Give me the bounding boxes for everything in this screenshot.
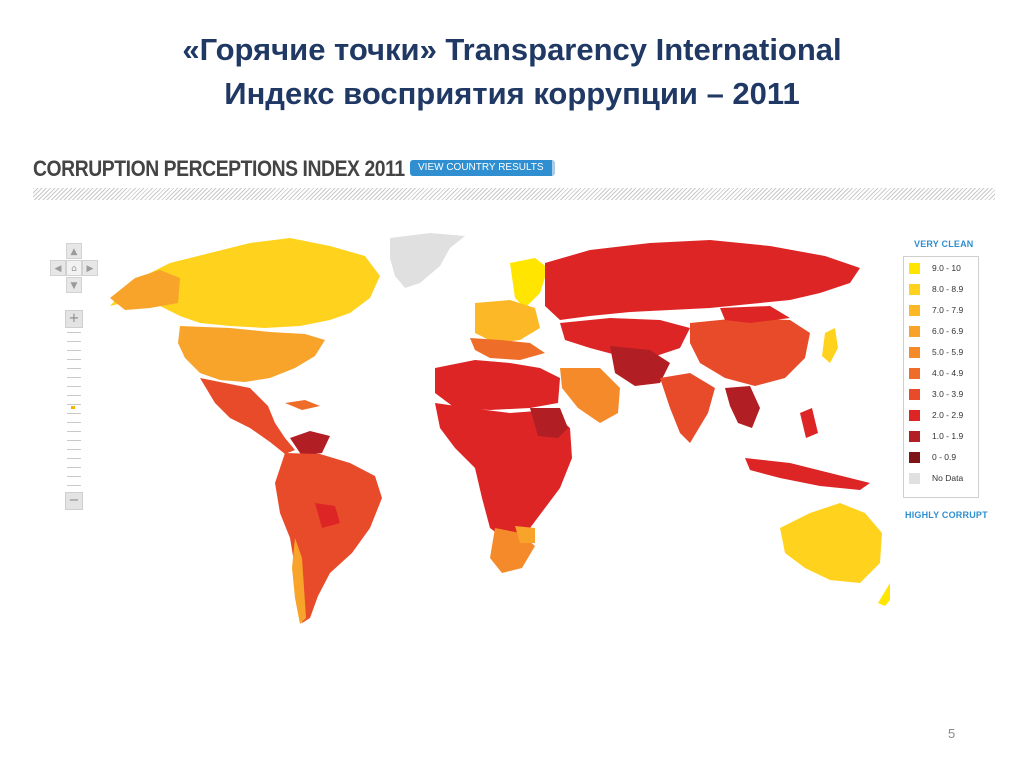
legend-very-clean-label: VERY CLEAN (914, 239, 974, 249)
region-chile[interactable] (292, 538, 306, 624)
legend-item: 3.0 - 3.9 (908, 385, 978, 405)
legend-item: 9.0 - 10 (908, 259, 978, 279)
legend-swatch (909, 305, 920, 316)
legend-swatch (909, 347, 920, 358)
legend-label: 1.0 - 1.9 (932, 431, 964, 441)
zoom-slider[interactable] (67, 332, 81, 494)
legend-label: 8.0 - 8.9 (932, 284, 964, 294)
region-mexico[interactable] (200, 378, 295, 454)
region-philippines[interactable] (800, 408, 818, 438)
region-sudan[interactable] (530, 408, 568, 438)
slide-title-line-1: «Горячие точки» Transparency Internation… (182, 32, 842, 67)
legend-swatch (909, 410, 920, 421)
legend-label: 0 - 0.9 (932, 452, 957, 462)
legend-item: 5.0 - 5.9 (908, 343, 978, 363)
world-map-svg (110, 233, 900, 624)
pan-control: ▲ ◀ ⌂ ▶ ▼ (50, 243, 100, 295)
legend-label: No Data (932, 473, 964, 483)
region-arabia[interactable] (560, 368, 620, 423)
chevron-left-icon[interactable]: ◀ (50, 260, 66, 276)
legend-item: 8.0 - 8.9 (908, 280, 978, 300)
legend-item: 1.0 - 1.9 (908, 427, 978, 447)
legend-item: No Data (908, 469, 978, 489)
legend-swatch (909, 473, 920, 484)
legend-item: 6.0 - 6.9 (908, 322, 978, 342)
region-western-europe[interactable] (475, 300, 540, 343)
minus-icon[interactable]: − (65, 492, 83, 510)
region-botswana[interactable] (515, 526, 535, 543)
region-central-asia[interactable] (560, 318, 690, 358)
view-country-results-button[interactable]: VIEW COUNTRY RESULTS (410, 160, 555, 176)
slide-title: «Горячие точки» Transparency Internation… (0, 28, 1024, 116)
header-divider (33, 188, 995, 200)
legend-label: 6.0 - 6.9 (932, 326, 964, 336)
region-india[interactable] (660, 373, 715, 443)
legend-swatch (909, 263, 920, 274)
legend-swatch (909, 368, 920, 379)
map-header: CORRUPTION PERCEPTIONS INDEX 2011 VIEW C… (33, 156, 995, 204)
region-mongolia[interactable] (720, 306, 790, 323)
chevron-right-icon[interactable]: ▶ (82, 260, 98, 276)
legend-item: 7.0 - 7.9 (908, 301, 978, 321)
legend-swatch (909, 389, 920, 400)
region-australia[interactable] (780, 503, 882, 583)
legend-item: 4.0 - 4.9 (908, 364, 978, 384)
region-southeast-asia[interactable] (725, 386, 760, 428)
legend-label: 9.0 - 10 (932, 263, 961, 273)
legend-label: 4.0 - 4.9 (932, 368, 964, 378)
region-central-africa[interactable] (435, 403, 572, 543)
map-header-title: CORRUPTION PERCEPTIONS INDEX 2011 (33, 156, 405, 181)
legend-swatch (909, 452, 920, 463)
region-scandinavia[interactable] (510, 258, 548, 308)
region-bolivia[interactable] (315, 503, 340, 528)
region-usa[interactable] (178, 326, 325, 382)
chevron-up-icon[interactable]: ▲ (66, 243, 82, 259)
legend-item: 2.0 - 2.9 (908, 406, 978, 426)
region-north-africa[interactable] (435, 360, 560, 410)
plus-icon[interactable]: + (65, 310, 83, 328)
region-greenland[interactable] (390, 233, 465, 288)
region-southern-europe[interactable] (470, 338, 545, 360)
region-china[interactable] (690, 318, 810, 386)
page-number: 5 (948, 726, 956, 741)
region-canada[interactable] (110, 238, 380, 328)
region-russia[interactable] (545, 240, 860, 320)
legend-label: 5.0 - 5.9 (932, 347, 964, 357)
region-indonesia[interactable] (745, 458, 870, 490)
chevron-down-icon[interactable]: ▼ (66, 277, 82, 293)
legend-label: 7.0 - 7.9 (932, 305, 964, 315)
slide-title-line-2: Индекс восприятия коррупции – 2011 (224, 76, 800, 111)
legend-swatch (909, 284, 920, 295)
legend-swatch (909, 326, 920, 337)
region-alaska[interactable] (110, 270, 180, 310)
region-japan[interactable] (822, 328, 838, 363)
legend-label: 3.0 - 3.9 (932, 389, 964, 399)
zoom-control: + − (65, 310, 83, 515)
region-south-america[interactable] (275, 453, 382, 623)
region-new-zealand[interactable] (878, 583, 900, 606)
region-venezuela[interactable] (290, 431, 330, 456)
legend-swatch (909, 431, 920, 442)
world-map[interactable] (90, 228, 900, 640)
map-legend: 9.0 - 10 8.0 - 8.9 7.0 - 7.9 6.0 - 6.9 5.0 -… (903, 256, 979, 498)
home-icon[interactable]: ⌂ (66, 260, 82, 276)
legend-item: 0 - 0.9 (908, 448, 978, 468)
region-cuba[interactable] (285, 400, 320, 410)
zoom-slider-handle[interactable] (71, 406, 75, 409)
legend-highly-corrupt-label: HIGHLY CORRUPT (905, 510, 988, 520)
region-iran-afghanistan[interactable] (610, 346, 670, 386)
legend-label: 2.0 - 2.9 (932, 410, 964, 420)
